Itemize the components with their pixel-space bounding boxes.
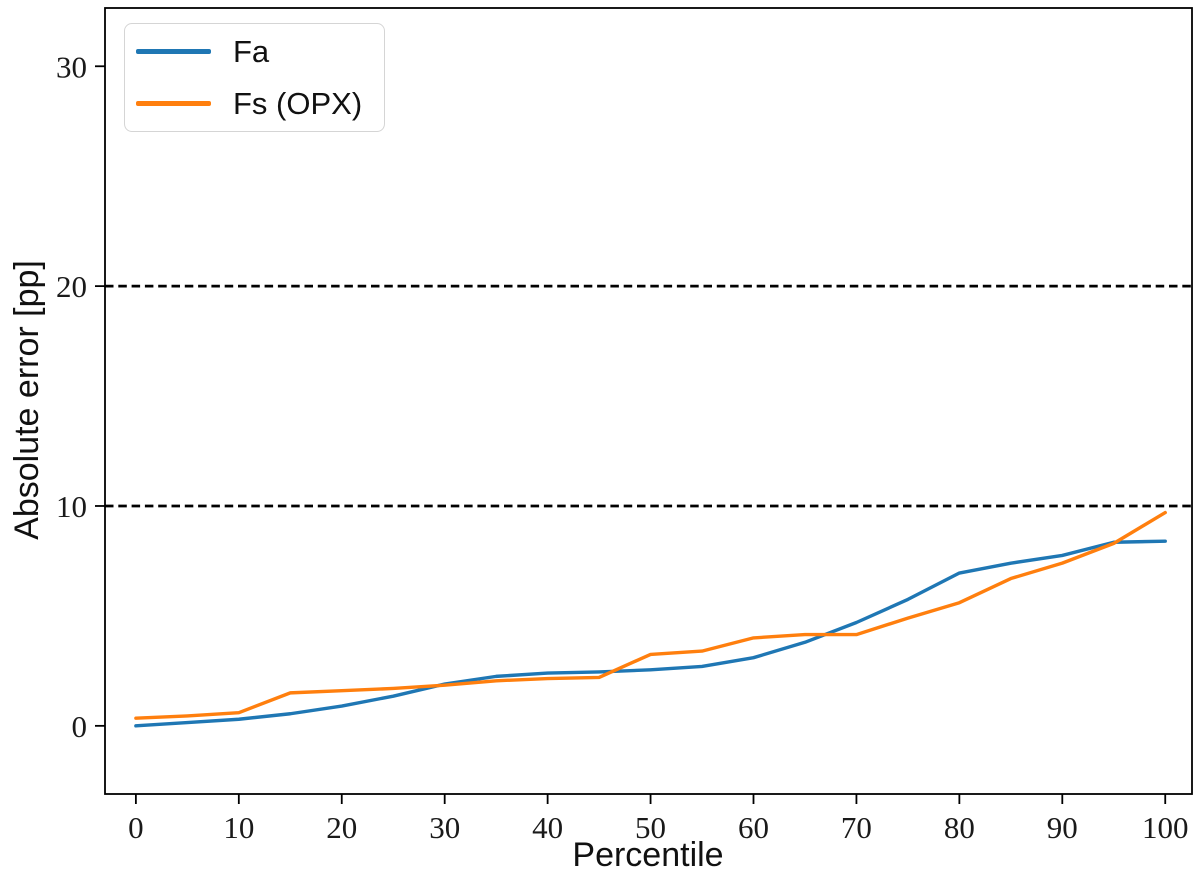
legend-item-fs-opx: Fs (OPX)	[125, 79, 384, 129]
y-tick-label: 30	[56, 49, 87, 84]
legend: Fa Fs (OPX)	[124, 23, 385, 132]
x-tick-label: 100	[1142, 810, 1189, 845]
x-tick-label: 80	[944, 810, 975, 845]
legend-item-fa: Fa	[125, 26, 384, 76]
series-lines-group	[134, 510, 1167, 728]
y-tick-label: 20	[56, 269, 87, 304]
legend-label-fa: Fa	[233, 33, 270, 69]
legend-swatch-fa	[136, 49, 211, 54]
y-tick-label: 0	[72, 709, 88, 744]
series-line-fa	[134, 539, 1167, 728]
x-tick-label: 20	[326, 810, 357, 845]
x-tick-label: 60	[738, 810, 769, 845]
legend-swatch-fs-opx	[136, 101, 211, 106]
y-axis-label: Absolute error [pp]	[8, 260, 46, 540]
axes-frame-group	[104, 7, 1193, 795]
x-tick-label: 70	[841, 810, 872, 845]
x-tick-label: 50	[635, 810, 666, 845]
ticks-group: 0 10 20 30 40 50 60 70 80 90 100 0 10 20 30	[56, 49, 1188, 845]
series-line-fs-opx	[134, 510, 1167, 720]
x-tick-label: 0	[128, 810, 144, 845]
x-tick-label: 10	[223, 810, 254, 845]
x-tick-label: 30	[429, 810, 460, 845]
x-axis-label: Percentile	[572, 836, 723, 874]
legend-label-fs-opx: Fs (OPX)	[233, 86, 363, 122]
plot-border	[104, 7, 1193, 795]
y-tick-label: 10	[56, 489, 87, 524]
guide-lines-group	[105, 284, 1192, 508]
x-tick-label: 40	[532, 810, 563, 845]
x-tick-label: 90	[1047, 810, 1078, 845]
